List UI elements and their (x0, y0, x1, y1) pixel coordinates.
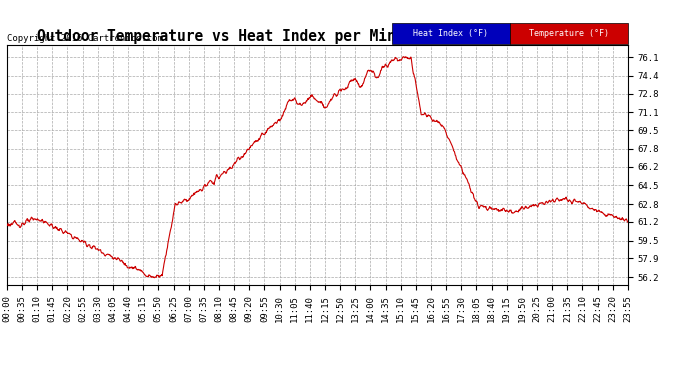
Text: Copyright 2016 Cartronics.com: Copyright 2016 Cartronics.com (7, 34, 163, 43)
Text: Temperature (°F): Temperature (°F) (529, 29, 609, 38)
FancyBboxPatch shape (510, 23, 628, 44)
FancyBboxPatch shape (392, 23, 510, 44)
Text: Heat Index (°F): Heat Index (°F) (413, 29, 489, 38)
Title: Outdoor Temperature vs Heat Index per Minute (24 Hours) 20160613: Outdoor Temperature vs Heat Index per Mi… (37, 28, 598, 44)
